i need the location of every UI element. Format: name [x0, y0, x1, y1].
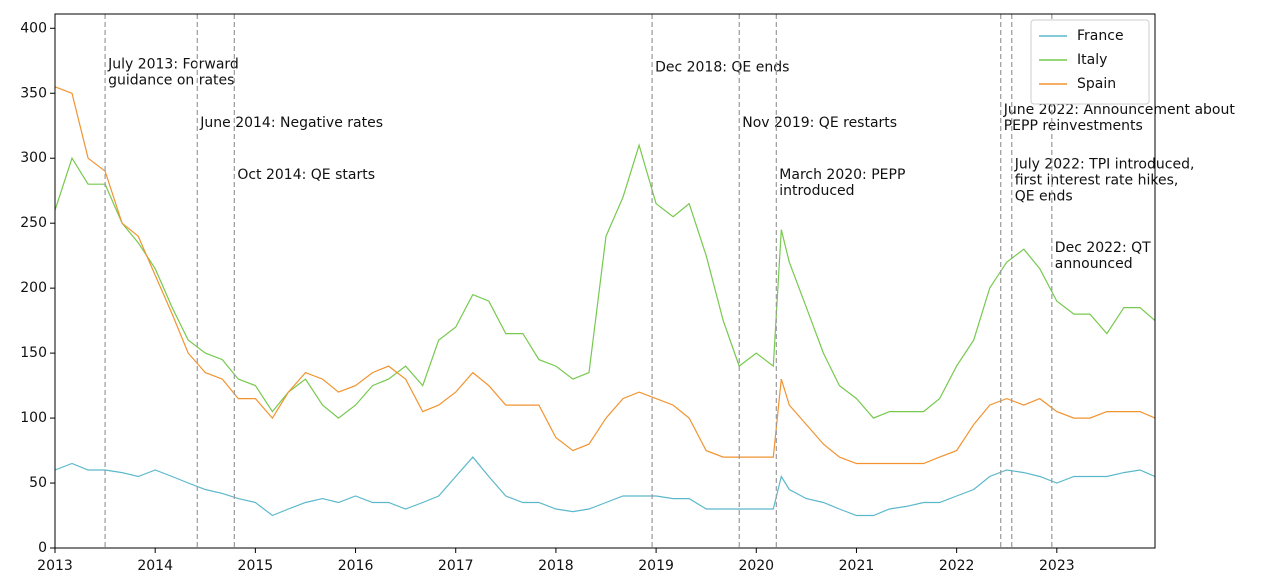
series-line: [54, 456, 1156, 517]
y-tick-label: 250: [20, 215, 47, 231]
annotation-text: PEPP reinvestments: [1004, 118, 1143, 134]
annotation-text: first interest rate hikes,: [1015, 173, 1179, 189]
annotation-text: QE ends: [1015, 189, 1073, 205]
annotation-text: Dec 2018: QE ends: [655, 59, 789, 75]
x-tick-label: 2013: [37, 558, 73, 574]
annotation-text: June 2014: Negative rates: [199, 115, 383, 131]
x-tick-label: 2017: [438, 558, 474, 574]
legend-label: France: [1077, 28, 1124, 44]
y-tick-label: 350: [20, 85, 47, 101]
annotation-text: announced: [1055, 256, 1133, 272]
plot-frame: [54, 13, 1156, 549]
annotation-text: March 2020: PEPP: [779, 167, 905, 183]
x-tick-label: 2018: [538, 558, 574, 574]
legend-label: Spain: [1077, 76, 1116, 92]
x-tick-label: 2020: [738, 558, 774, 574]
legend-box: [1030, 19, 1150, 105]
annotation-text: July 2013: Forward: [107, 57, 239, 73]
x-tick-label: 2019: [638, 558, 674, 574]
annotation-text: Nov 2019: QE restarts: [742, 115, 897, 131]
legend-label: Italy: [1077, 52, 1107, 68]
series-line: [54, 86, 1156, 465]
y-tick-label: 50: [29, 475, 47, 491]
y-tick-label: 200: [20, 280, 47, 296]
annotation-text: introduced: [779, 183, 854, 199]
annotation-text: Dec 2022: QT: [1055, 240, 1151, 256]
plot-area: [55, 14, 1155, 548]
x-tick-label: 2021: [839, 558, 875, 574]
annotation-text: guidance on rates: [108, 73, 234, 89]
series-line: [54, 143, 1156, 419]
x-tick-label: 2022: [939, 558, 975, 574]
y-tick-label: 100: [20, 410, 47, 426]
legend: France Italy Spain: [1030, 19, 1150, 105]
x-tick-label: 2014: [137, 558, 173, 574]
x-tick-label: 2023: [1039, 558, 1075, 574]
x-tick-label: 2016: [338, 558, 374, 574]
annotation-text: Oct 2014: QE starts: [237, 167, 375, 183]
y-tick-label: 150: [20, 345, 47, 361]
annotation-text: June 2022: Announcement about: [1003, 102, 1236, 118]
annotation-text: July 2022: TPI introduced,: [1014, 157, 1195, 173]
x-tick-label: 2015: [238, 558, 274, 574]
y-tick-label: 0: [38, 540, 47, 556]
y-tick-label: 400: [20, 20, 47, 36]
y-tick-label: 300: [20, 150, 47, 166]
